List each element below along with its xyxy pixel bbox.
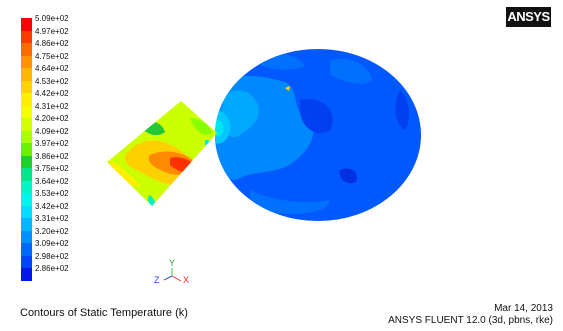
legend-value: 4.53e+02 xyxy=(35,76,69,86)
inlet-block-contour xyxy=(107,101,217,206)
legend-value: 4.97e+02 xyxy=(35,26,69,36)
legend-swatch xyxy=(21,80,32,94)
solver-version: ANSYS FLUENT 12.0 (3d, pbns, rke) xyxy=(388,315,553,326)
legend-value: 3.64e+02 xyxy=(35,176,69,186)
legend-swatch xyxy=(21,268,32,281)
legend-swatch xyxy=(21,193,32,206)
axis-z-label: Z xyxy=(154,275,160,285)
legend-swatch xyxy=(21,218,32,231)
legend-value: 4.31e+02 xyxy=(35,101,69,111)
legend-swatch xyxy=(21,55,32,69)
legend-value: 4.64e+02 xyxy=(35,64,69,73)
legend-swatch xyxy=(21,30,32,44)
legend-value: 2.86e+02 xyxy=(35,264,69,273)
legend-swatch xyxy=(21,130,32,144)
legend-swatch xyxy=(21,43,32,56)
legend-swatch xyxy=(21,180,32,194)
legend-value: 3.97e+02 xyxy=(35,139,69,148)
legend-value: 3.09e+02 xyxy=(35,239,69,248)
legend-value: 4.09e+02 xyxy=(35,126,69,136)
plot-caption: Contours of Static Temperature (k) xyxy=(20,307,188,319)
legend-value: 3.53e+02 xyxy=(35,189,69,198)
legend-swatch xyxy=(21,143,32,156)
legend-swatch xyxy=(21,168,32,181)
legend-swatch xyxy=(21,255,32,269)
legend-value: 5.09e+02 xyxy=(35,14,69,23)
axis-triad xyxy=(163,268,182,282)
axis-x-label: X xyxy=(183,275,190,285)
legend-value: 4.86e+02 xyxy=(35,39,69,48)
legend-value: 3.31e+02 xyxy=(35,214,69,223)
ansys-logo: ANSYS xyxy=(506,7,551,27)
legend-value: 4.20e+02 xyxy=(35,114,69,123)
legend-swatch xyxy=(21,68,32,81)
legend-swatch xyxy=(21,155,32,169)
legend-swatch xyxy=(21,18,32,31)
disc-contour xyxy=(215,49,421,221)
legend-value: 3.20e+02 xyxy=(35,226,69,236)
legend-value: 3.75e+02 xyxy=(35,164,69,173)
legend-swatch xyxy=(21,230,32,244)
legend-value: 3.86e+02 xyxy=(35,151,69,161)
legend-value: 4.75e+02 xyxy=(35,51,69,61)
plot-date: Mar 14, 2013 xyxy=(494,303,553,314)
legend-swatch xyxy=(21,243,32,256)
legend-value: 4.42e+02 xyxy=(35,89,69,98)
legend-swatch xyxy=(21,118,32,131)
legend-value: 3.42e+02 xyxy=(35,201,69,211)
legend-swatch xyxy=(21,205,32,219)
legend-swatch xyxy=(21,105,32,119)
legend-swatch xyxy=(21,93,32,106)
legend-value: 2.98e+02 xyxy=(35,251,69,261)
axis-y-label: Y xyxy=(169,258,176,268)
